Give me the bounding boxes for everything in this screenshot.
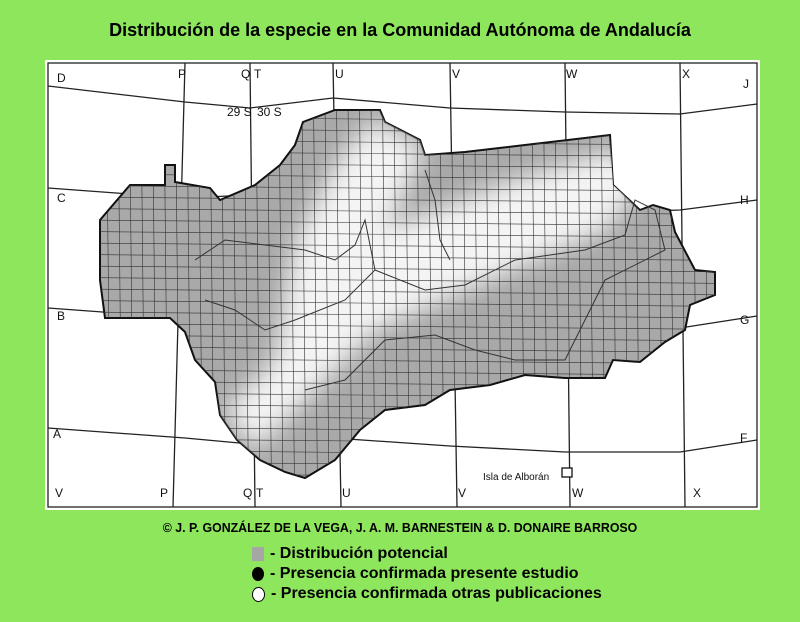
legend-item-confirmed-study: - Presencia confirmada presente estudio (252, 564, 579, 584)
fine-grid-line (290, 110, 295, 478)
credit-line: © J. P. GONZÁLEZ DE LA VEGA, J. A. M. BA… (162, 520, 638, 535)
grid-label: Q (243, 486, 252, 500)
legend-label: - Distribución potencial (270, 545, 448, 562)
grid-label: C (57, 191, 66, 205)
grid-label: Q (241, 67, 250, 81)
black-circle-icon (252, 567, 264, 581)
zone-29s-label: 29 S (227, 105, 252, 119)
distribution-map: Isla de Alborán 29 S 30 S D P Q T U V W … (45, 60, 760, 510)
legend-item-potential: - Distribución potencial (252, 544, 448, 564)
grid-label: X (682, 67, 690, 81)
fine-grid-line (100, 323, 715, 330)
fine-grid-line (100, 300, 715, 307)
white-circle-icon (252, 586, 265, 602)
grid-label: X (693, 486, 701, 500)
fine-grid-line (100, 346, 715, 353)
grid-label: A (53, 427, 61, 441)
grid-label: U (342, 486, 351, 500)
grid-label: F (740, 431, 747, 445)
fine-grid-line (301, 110, 307, 478)
grid-label: G (740, 313, 749, 327)
fine-grid-line (100, 242, 715, 250)
legend-label: - Presencia confirmada otras publicacion… (271, 585, 602, 602)
grid-label: W (572, 486, 584, 500)
fine-grid-line (100, 219, 715, 227)
grid-label: P (160, 486, 168, 500)
fine-grid-line (100, 208, 715, 215)
grid-label: P (178, 67, 186, 81)
grid-label: U (335, 67, 344, 81)
grid-label: H (740, 193, 749, 207)
fine-grid-line (100, 277, 715, 284)
grid-labels: D P Q T U V W X J V P Q T U V W X C B A … (53, 67, 749, 500)
fine-grid-line (100, 288, 715, 296)
legend-item-confirmed-other: - Presencia confirmada otras publicacion… (252, 584, 602, 604)
grid-label: D (57, 71, 66, 85)
legend-label: - Presencia confirmada presente estudio (270, 565, 579, 582)
grid-label: J (743, 77, 749, 91)
grid-label: V (458, 486, 466, 500)
grid-label: B (57, 309, 65, 323)
island-label: Isla de Alborán (483, 472, 549, 483)
fine-grid-line (100, 254, 715, 261)
province-boundaries (194, 218, 376, 331)
grid-label: W (566, 67, 578, 81)
grid-label: V (55, 486, 63, 500)
alboran-island-marker (561, 467, 573, 478)
map-title: Distribución de la especie en la Comunid… (109, 20, 691, 40)
fine-grid-line (100, 311, 715, 319)
grid-label: T (254, 67, 262, 81)
gray-square-icon (252, 547, 264, 561)
fine-grid-line (100, 265, 715, 273)
fine-grid-line (313, 110, 318, 478)
fine-grid-line (100, 231, 715, 238)
fine-grid-line (100, 196, 715, 204)
zone-30s-label: 30 S (257, 105, 282, 119)
white-band (225, 120, 645, 450)
grid-label: V (452, 67, 460, 81)
grid-label: T (256, 486, 264, 500)
